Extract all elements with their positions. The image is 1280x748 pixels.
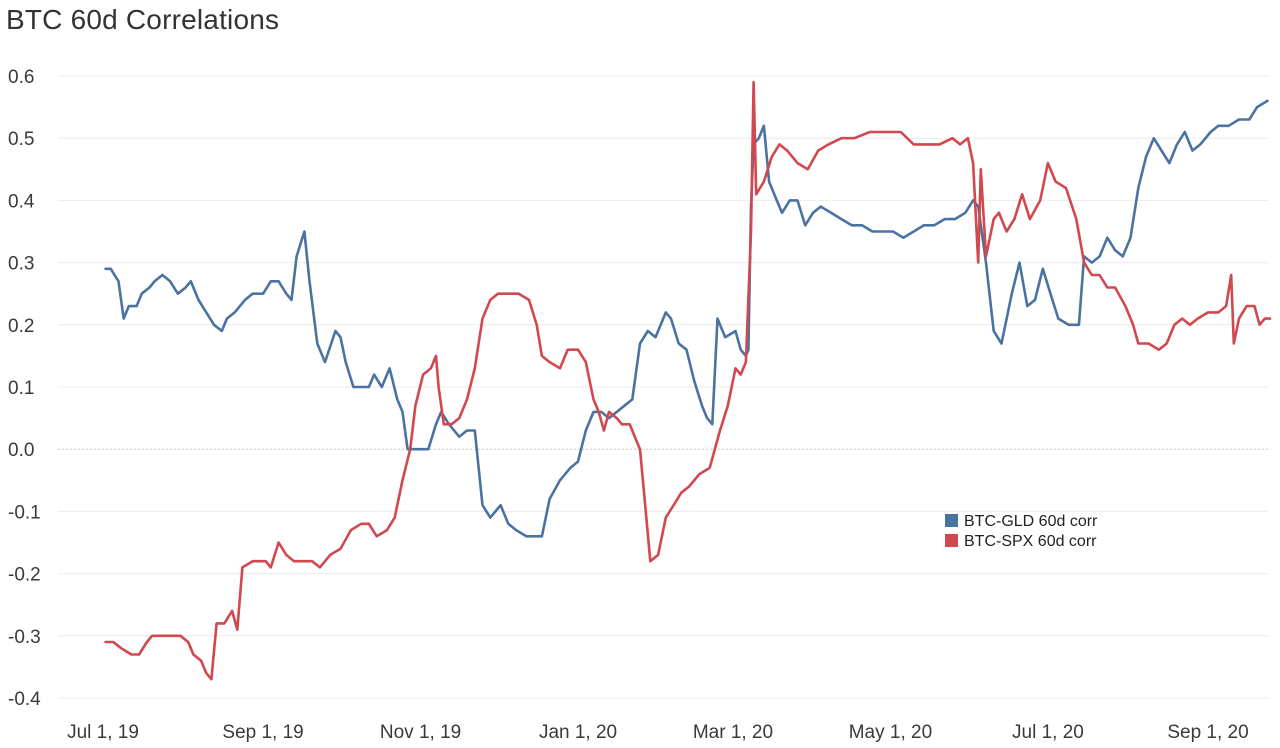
legend-swatch (945, 514, 958, 527)
grid-lines (58, 75, 1268, 699)
x-tick-label: May 1, 20 (849, 722, 932, 743)
y-tick-label: 0.3 (8, 254, 34, 275)
y-tick-label: 0.6 (8, 67, 34, 88)
x-tick-label: Sep 1, 20 (1167, 722, 1248, 743)
y-tick-label: -0.4 (8, 689, 41, 710)
chart-title: BTC 60d Correlations (6, 4, 280, 35)
series-line-btc-gld (104, 99, 1269, 538)
x-tick-label: Sep 1, 19 (222, 722, 303, 743)
x-tick-label: Jan 1, 20 (539, 722, 617, 743)
y-tick-label: 0.5 (8, 129, 34, 150)
y-tick-label: 0.2 (8, 316, 34, 337)
x-tick-label: Jul 1, 20 (1012, 722, 1084, 743)
legend-label: BTC-SPX 60d corr (964, 533, 1097, 550)
x-tick-label: Mar 1, 20 (693, 722, 773, 743)
y-tick-label: 0.4 (8, 191, 35, 212)
legend-label: BTC-GLD 60d corr (964, 513, 1098, 530)
series-line-btc-spx (104, 80, 1272, 681)
x-tick-label: Jul 1, 19 (67, 722, 139, 743)
y-tick-label: 0.1 (8, 378, 34, 399)
y-tick-label: -0.2 (8, 565, 41, 586)
x-tick-label: Nov 1, 19 (380, 722, 461, 743)
series-lines (104, 80, 1272, 681)
y-tick-label: -0.1 (8, 502, 41, 523)
legend: BTC-GLD 60d corr BTC-SPX 60d corr (945, 513, 1098, 550)
y-tick-label: -0.3 (8, 627, 41, 648)
legend-swatch (945, 534, 958, 547)
y-axis-tick-labels: 0.6 0.5 0.4 0.3 0.2 0.1 0.0 -0.1 -0.2 -0.3 -0.4 (8, 67, 41, 710)
y-tick-label: 0.0 (8, 440, 34, 461)
x-axis-tick-labels: Jul 1, 19 Sep 1, 19 Nov 1, 19 Jan 1, 20 Mar … (67, 722, 1249, 743)
